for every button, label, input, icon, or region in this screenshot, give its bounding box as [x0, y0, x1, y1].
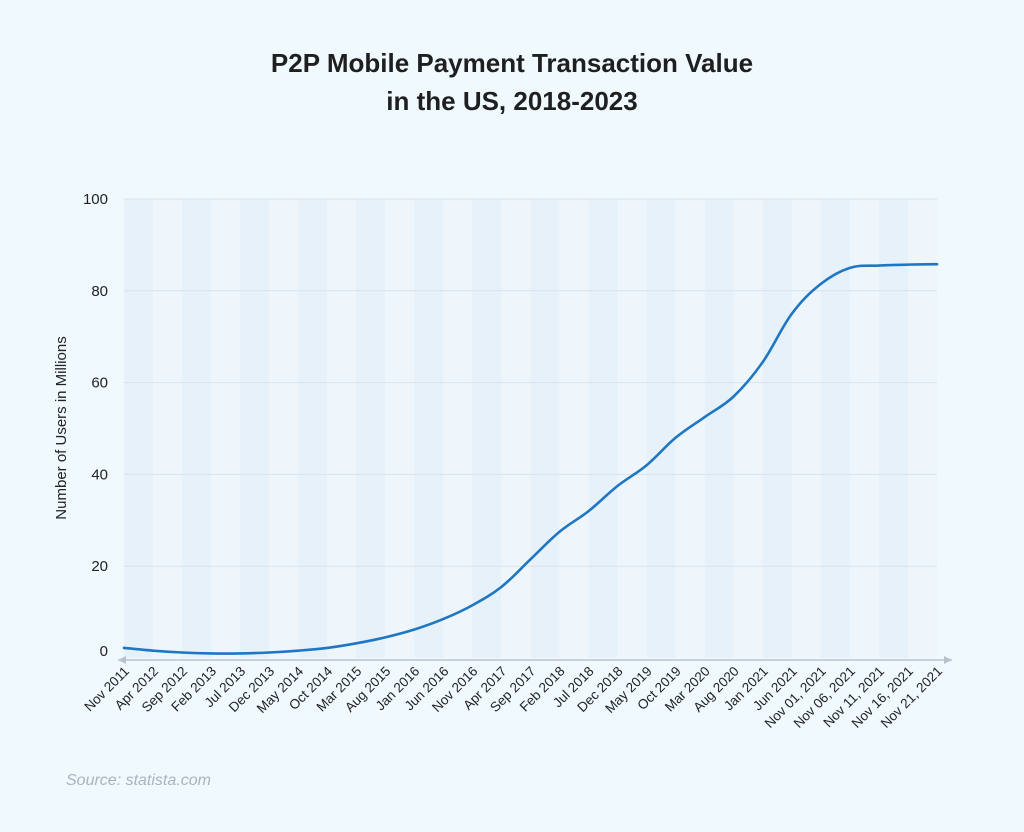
data-point — [267, 651, 271, 654]
plot-band — [820, 199, 850, 658]
plot-band — [269, 199, 299, 658]
chart-title-line-2: in the US, 2018-2023 — [386, 86, 638, 116]
plot-band — [762, 199, 792, 658]
plot-band — [327, 199, 357, 658]
series-layer — [122, 262, 939, 655]
gridlines — [124, 198, 937, 567]
plot-band — [240, 199, 270, 658]
background-bands — [124, 199, 937, 658]
data-point — [819, 282, 823, 286]
y-tick-label: 60 — [91, 375, 108, 392]
data-point — [616, 484, 619, 488]
plot-band — [211, 199, 241, 658]
data-point — [877, 264, 881, 267]
data-point — [674, 436, 677, 439]
data-point — [384, 636, 387, 639]
data-point — [326, 646, 329, 650]
y-tick-label: 40 — [91, 466, 108, 483]
data-point — [355, 642, 358, 645]
data-point — [122, 646, 126, 650]
data-point — [790, 312, 794, 315]
data-point — [209, 652, 213, 655]
y-tick-label: 100 — [83, 191, 108, 208]
chart-title: P2P Mobile Payment Transaction Value in … — [0, 44, 1024, 120]
plot-band — [182, 199, 212, 658]
y-tick-label: 80 — [91, 283, 108, 300]
plot-band — [298, 199, 328, 658]
x-axis — [118, 656, 952, 664]
data-point — [703, 415, 706, 419]
data-point — [732, 395, 735, 398]
plot-band — [733, 199, 763, 658]
data-point — [413, 628, 416, 631]
y-axis-label: Number of Users in Millions — [53, 336, 70, 519]
data-point — [587, 509, 590, 513]
x-axis-arrow-left — [118, 656, 126, 664]
plot-band — [385, 199, 415, 658]
plot-band — [849, 199, 879, 658]
plot-band — [559, 199, 589, 658]
plot-band — [907, 199, 937, 658]
plot-band — [617, 199, 647, 658]
data-point — [471, 604, 474, 607]
plot-band — [414, 199, 444, 658]
data-point — [761, 360, 764, 364]
data-point — [180, 651, 184, 654]
plot-band — [356, 199, 386, 658]
plot-band — [530, 199, 560, 658]
data-point — [442, 617, 445, 621]
source-note: Source: statista.com — [66, 772, 211, 789]
plot-band — [124, 199, 154, 658]
data-point — [500, 585, 503, 589]
data-point — [558, 530, 561, 533]
data-point — [935, 262, 939, 266]
data-point — [529, 558, 532, 561]
plot-band — [704, 199, 734, 658]
data-point — [151, 649, 155, 652]
plot-band — [675, 199, 705, 658]
plot-band — [791, 199, 821, 658]
data-point — [906, 263, 910, 266]
data-point — [848, 266, 852, 270]
plot-band — [878, 199, 908, 658]
plot-band — [153, 199, 183, 658]
x-axis-arrow-right — [944, 656, 952, 664]
plot-band — [501, 199, 531, 658]
plot-band — [443, 199, 473, 658]
plot-band — [472, 199, 502, 658]
plot-band — [646, 199, 676, 658]
data-point — [645, 464, 648, 467]
data-point — [297, 649, 300, 652]
data-point — [238, 652, 242, 655]
y-tick-label: 0 — [100, 643, 108, 660]
y-axis-ticks: 0 20 40 60 80 100 — [83, 191, 108, 660]
chart-title-line-1: P2P Mobile Payment Transaction Value — [270, 48, 754, 78]
y-tick-label: 20 — [91, 558, 108, 575]
plot-band — [588, 199, 618, 658]
